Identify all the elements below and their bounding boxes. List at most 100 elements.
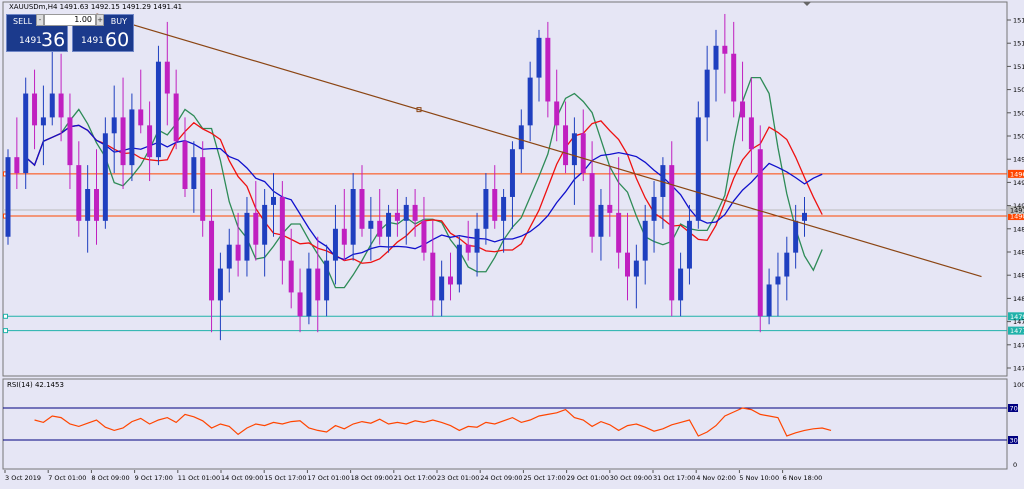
candle-body [678,268,684,301]
time-axis-label: 7 Oct 01:00 [48,474,86,482]
candle-body [651,196,657,221]
candle-body [14,157,20,174]
candle-body [235,244,241,261]
candle-body [271,196,276,205]
candle-body [253,212,259,245]
current-price-tag-label: 1491 [1010,207,1024,215]
candle-body [554,101,560,126]
time-axis: 3 Oct 2019 7 Oct 01:00 8 Oct 09:00 9 Oct 17… [4,470,823,482]
sell-price-big: 36 [41,29,66,51]
trendline-handle[interactable] [416,107,422,113]
candle-body [686,220,692,269]
candle-body [483,189,489,229]
price-axis-label: 1492 [1013,202,1024,210]
time-axis-label: 21 Oct 17:00 [394,474,436,482]
candle-body [456,244,462,285]
buy-label: BUY [110,17,127,26]
candle-body [465,244,471,253]
candle-body [766,284,772,317]
candle-body [32,93,38,126]
candle-body [421,220,427,253]
candle-body [589,173,595,237]
candle-body [182,141,188,189]
candle-body [616,212,622,253]
time-axis-label: 23 Oct 01:00 [437,474,479,482]
price-chart[interactable]: 14961490147914771491 1515151315101507150… [0,0,1024,378]
time-axis-label: 31 Oct 17:00 [653,474,695,482]
level-price-tag-label: 1490 [1010,213,1024,221]
candle-body [448,276,453,285]
candle-body [669,165,675,301]
lot-increase-button[interactable]: + [96,14,104,26]
candle-body [111,117,117,134]
level-price-tag [1008,312,1024,321]
lot-decrease-button[interactable]: - [36,14,44,26]
price-axis-label: 1483 [1013,272,1024,280]
level-price-tag-label: 1496 [1010,170,1024,178]
level-handle[interactable] [3,313,8,319]
price-axis-label: 1480 [1013,295,1024,303]
candle-body [474,228,480,253]
rsi-level-tag-label: 30 [1010,437,1018,445]
candle-body [164,61,170,94]
level-price-tag-label: 1479 [1010,313,1024,321]
price-axis-label: 1472 [1013,365,1024,373]
candle-body [324,260,330,301]
price-axis-label: 1477 [1013,318,1024,326]
candle-body [518,125,524,150]
candle-body [660,165,666,197]
candle-body [23,93,29,174]
candle-body [200,157,206,221]
sell-price-small: 1491 [19,36,42,46]
price-axis-label: 1515 [1013,17,1024,25]
price-axis-label: 1495 [1013,179,1024,187]
time-axis-label: 30 Oct 09:00 [610,474,652,482]
candle-body [377,220,383,237]
sell-button[interactable]: SELL 1491 36 [6,14,68,52]
buy-price-small: 1491 [81,36,104,46]
candle-body [67,117,73,166]
price-axis-label: 1475 [1013,341,1024,349]
candle-body [509,149,515,197]
one-click-trading-panel: SELL 1491 36 BUY 1491 60 - 1.00 + [6,14,134,52]
candle-body [625,252,630,277]
time-axis-label: 5 Nov 10:00 [739,474,779,482]
time-axis-label: 17 Oct 01:00 [307,474,349,482]
candle-body [155,61,161,158]
candle-body [713,45,719,70]
candle-body [386,212,392,237]
rsi-subwindow[interactable]: 70 30 100 0 RSI(14) 42.1453 [0,378,1024,470]
candle-body [76,165,82,221]
candle-body [793,220,799,253]
rsi-level-tag-label: 70 [1010,405,1018,413]
candle-body [85,189,91,221]
candle-body [244,212,250,261]
candle-body [40,117,46,126]
candle-body [403,204,409,221]
time-axis-label: 4 Nov 02:00 [696,474,736,482]
rsi-label: RSI(14) 42.1453 [7,381,64,389]
rsi-line [34,407,832,437]
candle-body [412,204,418,221]
candle-body [802,212,807,221]
time-axis-label: 6 Nov 18:00 [783,474,823,482]
rsi-level-tag [1008,436,1018,444]
candle-body [598,204,604,237]
lot-size-input[interactable]: 1.00 [44,14,96,26]
candle-body [191,157,197,189]
candle-body [731,53,737,102]
candle-body [297,292,303,317]
time-axis-label: 29 Oct 01:00 [567,474,609,482]
trendline[interactable] [96,13,982,278]
candle-body [5,157,11,237]
chart-scroll-marker-icon[interactable] [803,2,811,6]
price-axis-label: 1510 [1013,63,1024,71]
symbol-info: XAUUSDm,H4 1491.63 1492.15 1491.29 1491.… [9,3,182,11]
candle-body [501,196,507,221]
price-axis-label: 1498 [1013,156,1024,164]
level-handle[interactable] [3,328,8,334]
candle-body [58,93,64,118]
candle-body [129,109,135,166]
candle-body [439,276,445,301]
candle-body [102,133,108,221]
